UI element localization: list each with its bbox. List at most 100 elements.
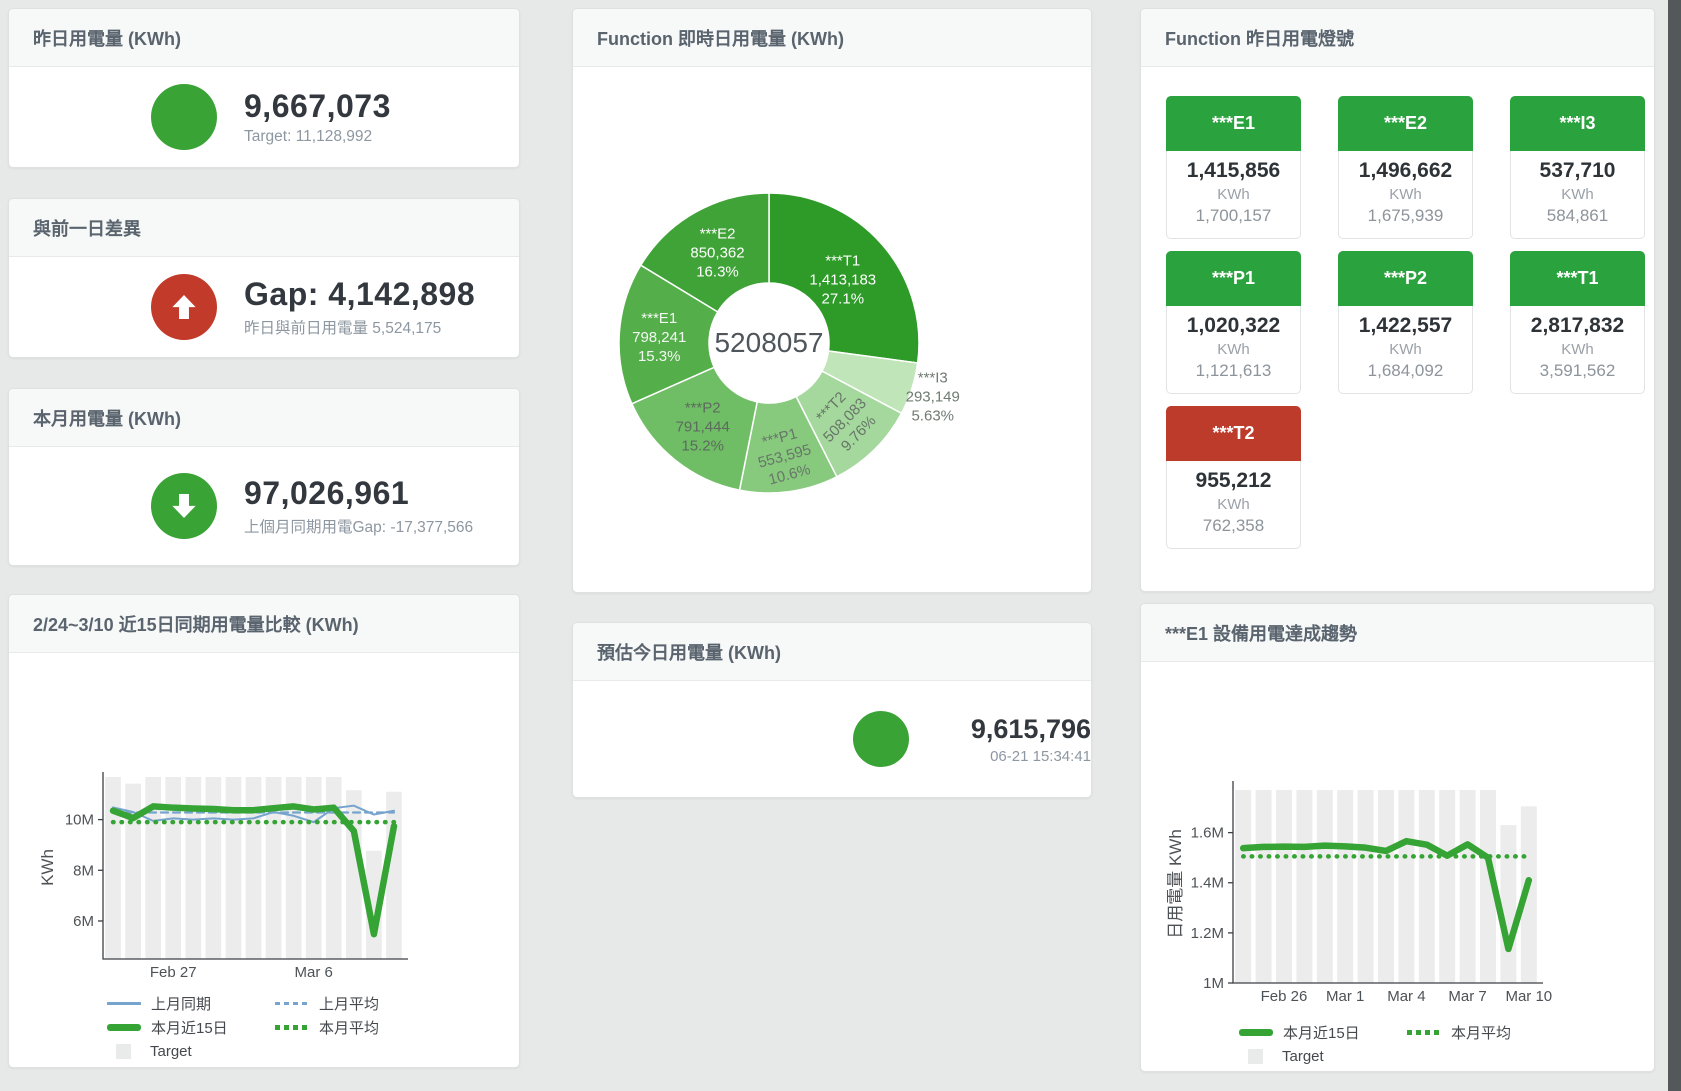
tile-value: 537,710 bbox=[1539, 159, 1616, 182]
card-header: ***E1 設備用電達成趨勢 bbox=[1141, 604, 1654, 662]
target-bar bbox=[1500, 825, 1517, 983]
light-tile-t2: ***T2 955,212 KWh 762,358 bbox=[1166, 406, 1301, 549]
target-bar bbox=[1378, 790, 1394, 983]
legend-item[interactable]: 本月平均 bbox=[275, 1016, 379, 1038]
card-title: ***E1 設備用電達成趨勢 bbox=[1165, 623, 1358, 644]
card-header: Function 即時日用電量 (KWh) bbox=[573, 9, 1091, 67]
legend-label: 上月同期 bbox=[151, 995, 212, 1013]
legend-item[interactable]: Target bbox=[1239, 1045, 1407, 1067]
estimate-text: 9,615,796 06-21 15:34:41 bbox=[939, 714, 1091, 765]
y-tick-label: 1.2M bbox=[1191, 925, 1224, 942]
light-tile-e2: ***E2 1,496,662 KWh 1,675,939 bbox=[1338, 96, 1473, 239]
tile-status-light: ***T1 bbox=[1510, 251, 1645, 306]
donut-segment-label: ***E2 850,362 16.3% bbox=[690, 225, 744, 280]
y-tick-label: 1.6M bbox=[1191, 825, 1224, 842]
x-tick-label: Mar 10 bbox=[1505, 988, 1552, 1005]
legend-item[interactable]: Target bbox=[107, 1040, 275, 1062]
trend-chart-body: 1M 1.2M 1.4M 1.6M Feb 26 Mar 1 Mar 4 Mar 7 Mar 1… bbox=[1141, 662, 1654, 1067]
tile-value: 1,422,557 bbox=[1358, 314, 1453, 337]
tile-unit: KWh bbox=[1561, 341, 1594, 358]
series-line-本月近15日 bbox=[1239, 837, 1533, 953]
card-status-lights: Function 昨日用電燈號 ***E1 1,415,856 KWh 1,700,1… bbox=[1140, 8, 1655, 592]
x-tick-label: Feb 27 bbox=[150, 964, 197, 981]
card-estimate-today: 預估今日用電量 (KWh) 9,615,796 06-21 15:34:41 bbox=[572, 622, 1092, 798]
y-tick-label: 1M bbox=[1203, 975, 1224, 992]
target-bar bbox=[1357, 790, 1374, 983]
tile-target-value: 584,861 bbox=[1546, 206, 1609, 225]
y-axis-label: KWh bbox=[38, 849, 57, 886]
e1-trend-chart: 1M 1.2M 1.4M 1.6M Feb 26 Mar 1 Mar 4 Mar 7 Mar 1… bbox=[1166, 781, 1552, 1005]
kpi-body: 9,667,073 Target: 11,128,992 bbox=[9, 67, 519, 167]
donut-segment-label: ***E1 798,241 15.3% bbox=[632, 310, 686, 365]
compare-chart-body: 6M 8M 10M Feb 27 Mar 6 KWh 上月同期 上月平均 本月近15日 本月平均… bbox=[9, 653, 519, 1062]
tile-body: 2,817,832 KWh 3,591,562 bbox=[1510, 306, 1645, 394]
x-tick-label: Mar 6 bbox=[295, 964, 333, 981]
card-realtime-donut: Function 即時日用電量 (KWh) ***T1 1,413,183 27.1… bbox=[572, 8, 1092, 593]
card-header: Function 昨日用電燈號 bbox=[1141, 9, 1654, 67]
legend-item[interactable]: 本月近15日 bbox=[1239, 1021, 1407, 1043]
donut-segment-e2[interactable] bbox=[639, 192, 770, 313]
right-edge-strip bbox=[1668, 0, 1681, 1091]
tile-value: 955,212 bbox=[1195, 469, 1272, 492]
target-bar bbox=[225, 777, 242, 959]
tile-unit: KWh bbox=[1217, 496, 1250, 513]
card-header: 與前一日差異 bbox=[9, 199, 519, 257]
tile-target-value: 762,358 bbox=[1202, 516, 1265, 535]
donut-segment-label: ***T1 1,413,183 27.1% bbox=[809, 252, 876, 307]
target-bar bbox=[1398, 790, 1415, 983]
tile-target-value: 1,684,092 bbox=[1367, 361, 1444, 380]
target-bar bbox=[205, 777, 222, 959]
lights-tiles: ***E1 1,415,856 KWh 1,700,157 ***E2 1,496,662… bbox=[1141, 67, 1654, 549]
donut-center-total: 5208057 bbox=[714, 327, 823, 358]
target-bar bbox=[125, 783, 141, 959]
donut-chart-body: ***T1 1,413,183 27.1% ***I3 293,149 5.63% ***T… bbox=[573, 67, 1091, 599]
legend-label: 上月平均 bbox=[319, 995, 380, 1013]
estimate-body: 9,615,796 06-21 15:34:41 bbox=[573, 681, 1091, 797]
kpi-body: 97,026,961 上個月同期用電Gap: -17,377,566 bbox=[9, 447, 519, 565]
card-title: Function 即時日用電量 (KWh) bbox=[597, 28, 844, 49]
target-bar bbox=[245, 777, 262, 959]
kpi-subtitle: 上個月同期用電Gap: -17,377,566 bbox=[244, 519, 474, 536]
legend-item[interactable]: 本月近15日 bbox=[107, 1016, 275, 1038]
estimate-timestamp: 06-21 15:34:41 bbox=[990, 747, 1091, 765]
dash-blue-swatch-icon bbox=[275, 1001, 309, 1005]
donut-segment-e1[interactable] bbox=[618, 264, 719, 405]
legend-item[interactable]: 上月平均 bbox=[275, 992, 379, 1014]
tile-value: 1,020,322 bbox=[1186, 314, 1281, 337]
card-header: 昨日用電量 (KWh) bbox=[9, 9, 519, 67]
kpi-text: 97,026,961 上個月同期用電Gap: -17,377,566 bbox=[244, 475, 473, 537]
target-bar bbox=[1316, 790, 1333, 983]
kpi-value: 97,026,961 bbox=[244, 475, 410, 511]
y-tick-label: 8M bbox=[73, 862, 94, 879]
tile-unit: KWh bbox=[1217, 341, 1250, 358]
target-bar bbox=[1296, 790, 1313, 983]
status-circle-icon bbox=[853, 711, 909, 767]
tile-body: 1,422,557 KWh 1,684,092 bbox=[1338, 306, 1473, 394]
y-tick-label: 10M bbox=[65, 812, 94, 829]
tile-value: 1,496,662 bbox=[1358, 159, 1453, 182]
arrow-down-icon bbox=[151, 473, 217, 539]
tile-status-light: ***P1 bbox=[1166, 251, 1301, 306]
tile-status-light: ***I3 bbox=[1510, 96, 1645, 151]
donut-segment-p2[interactable] bbox=[630, 366, 759, 491]
series-line-本月近15日 bbox=[109, 803, 398, 938]
x-tick-label: Mar 1 bbox=[1326, 988, 1364, 1005]
legend-item[interactable]: 本月平均 bbox=[1407, 1021, 1511, 1043]
donut-segment-t1[interactable] bbox=[768, 192, 920, 364]
target-bar bbox=[346, 790, 362, 959]
tile-unit: KWh bbox=[1217, 186, 1250, 203]
x-tick-label: Feb 26 bbox=[1261, 988, 1308, 1005]
tile-status-light: ***P2 bbox=[1338, 251, 1473, 306]
y-tick-label: 1.4M bbox=[1191, 875, 1224, 892]
target-bar bbox=[1459, 790, 1476, 983]
legend-item[interactable]: 上月同期 bbox=[107, 992, 275, 1014]
tile-value: 2,817,832 bbox=[1530, 314, 1625, 337]
kpi-text: Gap: 4,142,898 昨日與前日用電量 5,524,175 bbox=[244, 276, 475, 338]
card-title: 預估今日用電量 (KWh) bbox=[597, 642, 781, 663]
card-title: 與前一日差異 bbox=[33, 218, 141, 239]
legend-label: 本月近15日 bbox=[151, 1019, 228, 1037]
tile-unit: KWh bbox=[1389, 341, 1422, 358]
tile-target-value: 1,700,157 bbox=[1195, 206, 1272, 225]
dot-green-swatch-icon bbox=[275, 1024, 309, 1030]
